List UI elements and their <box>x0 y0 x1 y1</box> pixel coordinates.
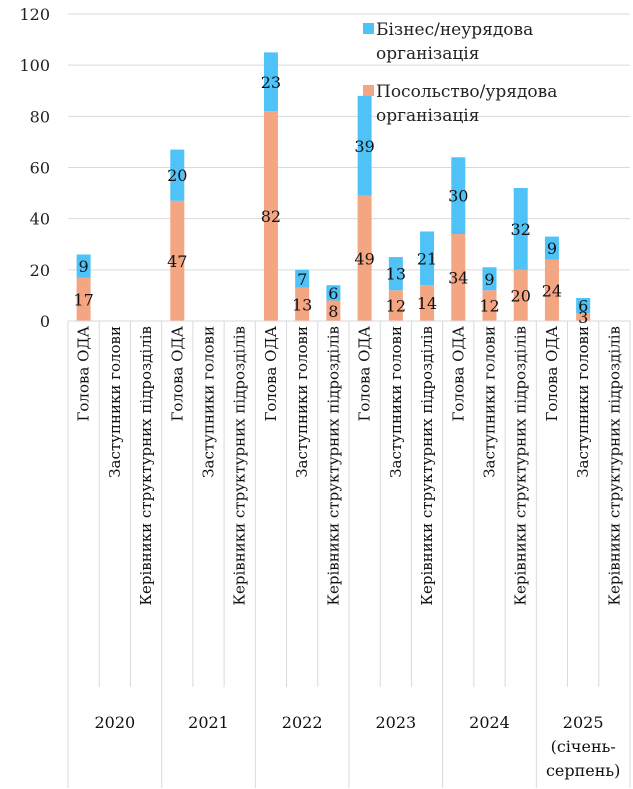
x-category-label: Голова ОДА <box>543 325 561 421</box>
bar-segment-business <box>544 236 559 260</box>
legend-label: організація <box>376 44 479 64</box>
data-label-business: 30 <box>448 187 468 206</box>
bar-segment-embassy <box>295 287 310 321</box>
x-category-label: Голова ОДА <box>449 325 467 421</box>
bar-segment-business <box>513 187 528 270</box>
bar-segment-business <box>170 149 185 201</box>
x-category-label: Керівники структурних підрозділів <box>324 326 342 606</box>
data-label-business: 6 <box>578 297 588 316</box>
data-label-business: 21 <box>417 249 437 268</box>
data-label-business: 9 <box>79 257 89 276</box>
legend-label: Посольство/урядова <box>376 82 557 102</box>
bar-segment-embassy <box>451 234 466 321</box>
bar-segment-business <box>420 231 435 286</box>
legend-swatch <box>363 85 374 96</box>
bar-segment-embassy <box>388 290 403 321</box>
data-label-business: 39 <box>354 137 374 156</box>
bar-segment-business <box>295 269 310 288</box>
axes: 0 20 40 60 80 100 120 Голова ОДА Заступники голо… <box>19 5 631 788</box>
bar-segment-business <box>326 285 341 301</box>
legend-label: Бізнес/неурядова <box>376 20 533 40</box>
bar-segment-embassy <box>263 111 278 321</box>
year-label: (січень- <box>551 737 616 756</box>
bar-segment-embassy <box>170 200 185 321</box>
bars <box>76 52 591 321</box>
data-label-embassy: 13 <box>292 295 312 314</box>
bar-segment-business <box>451 157 466 235</box>
year-label: 2022 <box>282 713 323 732</box>
data-label-embassy: 24 <box>542 281 562 300</box>
x-category-label: Керівники структурних підрозділів <box>512 326 530 606</box>
y-tick-label: 60 <box>30 159 50 178</box>
year-label: 2024 <box>469 713 510 732</box>
bar-segment-embassy <box>326 300 341 321</box>
x-category-label: Заступники голови <box>106 326 124 478</box>
y-tick-label: 40 <box>30 210 50 229</box>
bar-segment-business <box>482 267 497 291</box>
data-label-embassy: 34 <box>448 269 468 288</box>
x-category-label: Керівники структурних підрозділів <box>418 326 436 606</box>
year-label: серпень) <box>546 761 620 780</box>
data-label-embassy: 47 <box>167 252 187 271</box>
bar-segment-embassy <box>544 259 559 321</box>
x-category-label: Заступники голови <box>387 326 405 478</box>
x-category-label: Заступники голови <box>293 326 311 478</box>
x-category-label: Голова ОДА <box>356 325 374 421</box>
data-label-business: 13 <box>386 265 406 284</box>
bar-segment-embassy <box>513 269 528 321</box>
year-label: 2021 <box>188 713 229 732</box>
data-label-business: 20 <box>167 166 187 185</box>
x-category-label: Керівники структурних підрозділів <box>137 326 155 606</box>
bar-segment-business <box>76 254 91 278</box>
year-label: 2020 <box>94 713 135 732</box>
bar-segment-business <box>263 52 278 112</box>
bar-segment-embassy <box>420 285 435 321</box>
data-label-embassy: 82 <box>261 207 281 226</box>
y-tick-label: 80 <box>30 107 50 126</box>
data-label-embassy: 3 <box>578 308 588 327</box>
x-category-label: Голова ОДА <box>262 325 280 421</box>
x-category-label: Заступники голови <box>481 326 499 478</box>
bar-segment-embassy <box>76 277 91 321</box>
legend-label: організація <box>376 106 479 126</box>
year-label: 2025 <box>563 713 604 732</box>
data-label-embassy: 8 <box>328 302 338 321</box>
data-label-business: 9 <box>484 270 494 289</box>
y-tick-label: 20 <box>30 261 50 280</box>
data-label-business: 9 <box>547 239 557 258</box>
y-tick-label: 120 <box>19 5 50 24</box>
x-category-label: Керівники структурних підрозділів <box>605 326 623 606</box>
data-label-embassy: 17 <box>73 290 93 309</box>
y-tick-label: 100 <box>19 56 50 75</box>
data-label-embassy: 49 <box>354 249 374 268</box>
x-category-label: Голова ОДА <box>75 325 93 421</box>
data-label-embassy: 20 <box>511 286 531 305</box>
x-category-label: Керівники структурних підрозділів <box>231 326 249 606</box>
x-category-label: Голова ОДА <box>168 325 186 421</box>
data-label-embassy: 14 <box>417 294 437 313</box>
data-label-business: 23 <box>261 73 281 92</box>
bar-segment-embassy <box>576 313 591 321</box>
bar-segment-business <box>388 257 403 291</box>
legend-swatch <box>363 23 374 34</box>
data-label-embassy: 12 <box>479 297 499 316</box>
bar-segment-business <box>576 297 591 314</box>
data-label-business: 32 <box>511 220 531 239</box>
x-category-label: Заступники голови <box>200 326 218 478</box>
legend: Бізнес/неурядова організація Посольство/ур… <box>363 20 557 126</box>
year-label: 2023 <box>375 713 416 732</box>
data-label-business: 7 <box>297 270 307 289</box>
bar-segment-embassy <box>482 290 497 321</box>
gridlines <box>68 13 630 271</box>
data-label-embassy: 12 <box>386 297 406 316</box>
data-label-business: 6 <box>328 284 338 303</box>
bar-segment-embassy <box>357 195 372 321</box>
data-labels: 179 4720822313786493912131421343012920322… <box>73 73 588 327</box>
y-tick-label: 0 <box>40 312 50 331</box>
bar-segment-business <box>357 95 372 196</box>
x-category-label: Заступники голови <box>574 326 592 478</box>
